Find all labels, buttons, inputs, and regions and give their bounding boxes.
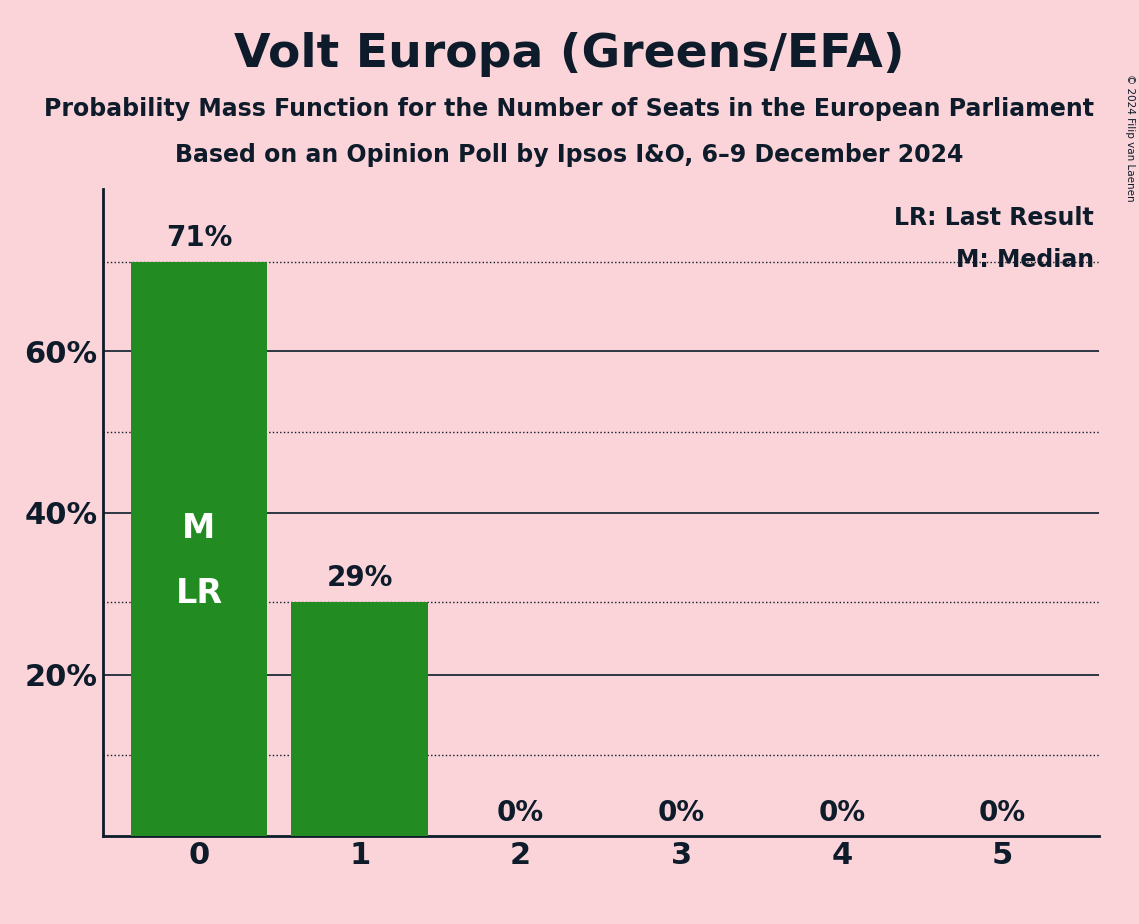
Bar <box>131 262 268 836</box>
Text: 29%: 29% <box>327 564 393 592</box>
Text: © 2024 Filip van Laenen: © 2024 Filip van Laenen <box>1125 74 1134 201</box>
Text: 0%: 0% <box>657 798 705 827</box>
Text: 0%: 0% <box>819 798 866 827</box>
Text: 0%: 0% <box>497 798 544 827</box>
Text: Based on an Opinion Poll by Ipsos I&O, 6–9 December 2024: Based on an Opinion Poll by Ipsos I&O, 6… <box>175 143 964 167</box>
Text: M: Median: M: Median <box>956 248 1095 272</box>
Text: Probability Mass Function for the Number of Seats in the European Parliament: Probability Mass Function for the Number… <box>44 97 1095 121</box>
Text: LR: LR <box>175 578 222 610</box>
Text: M: M <box>182 513 215 545</box>
Text: LR: Last Result: LR: Last Result <box>894 206 1095 229</box>
Text: Volt Europa (Greens/EFA): Volt Europa (Greens/EFA) <box>235 32 904 78</box>
Bar <box>292 602 428 836</box>
Text: 71%: 71% <box>166 225 232 252</box>
Text: 0%: 0% <box>980 798 1026 827</box>
